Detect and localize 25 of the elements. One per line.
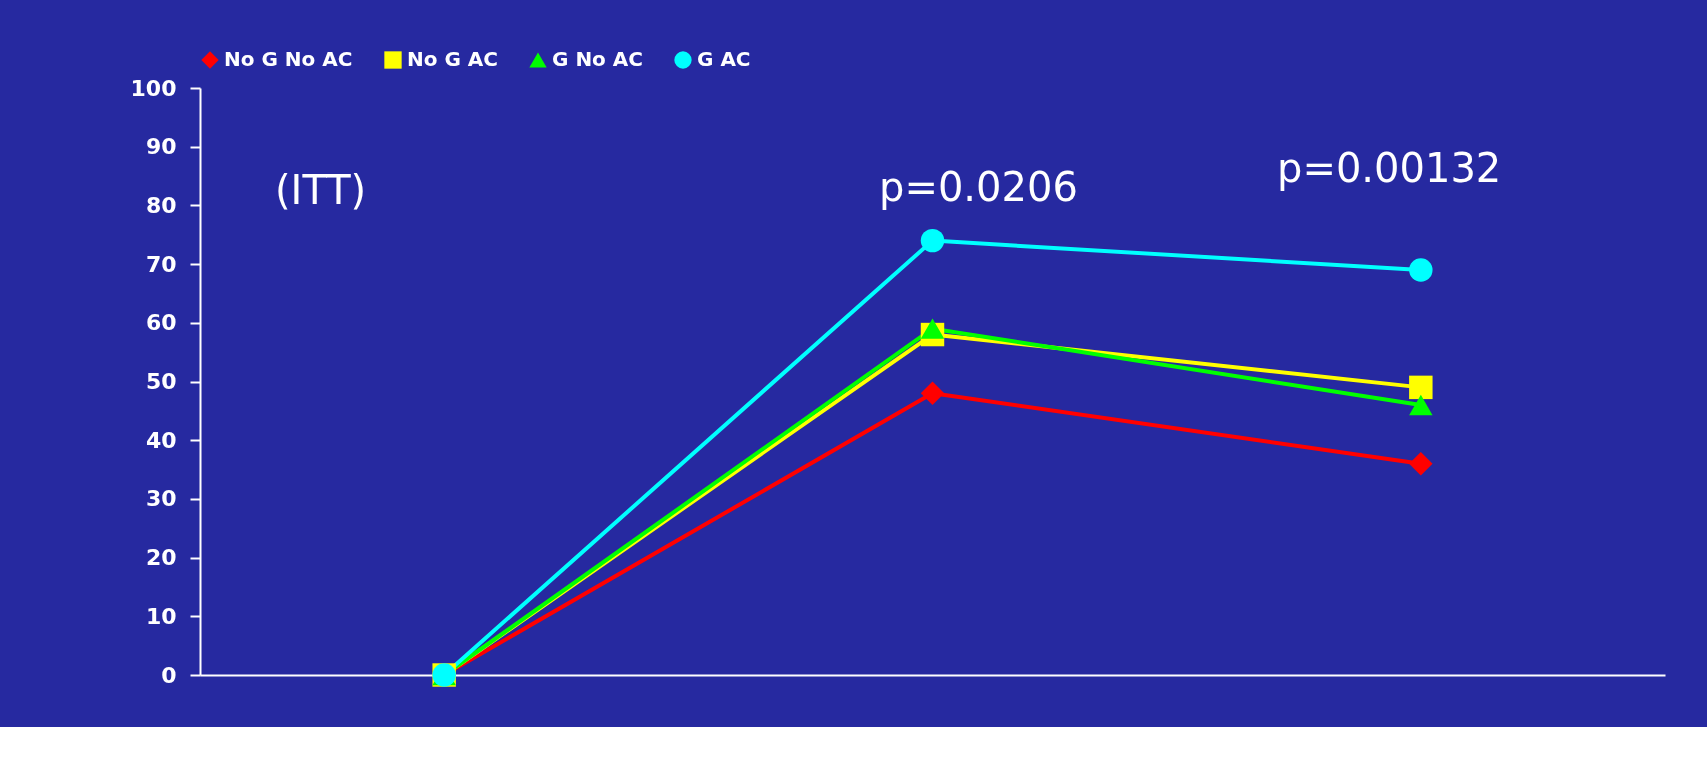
annotation: (ITT) [275, 167, 367, 213]
y-tick-label: 30 [145, 486, 177, 512]
point [920, 381, 945, 405]
point [1409, 258, 1433, 282]
point [1409, 375, 1433, 400]
y-tick-label: 10 [145, 603, 177, 629]
legend-label: G No AC [552, 47, 643, 71]
y-tick-label: 60 [145, 310, 177, 336]
annotation: p=0.0206 [879, 164, 1078, 210]
legend-label: G AC [697, 47, 751, 71]
y-tick-label: 50 [145, 369, 177, 394]
point [1409, 451, 1433, 476]
y-tick-label: 20 [145, 545, 177, 571]
y-tick-label: 80 [145, 192, 177, 218]
y-tick-label: 90 [145, 134, 177, 160]
y-tick-label: 40 [145, 427, 177, 453]
legend-label: No G No AC [224, 47, 353, 71]
y-tick-label: 70 [145, 251, 177, 277]
annotation: p=0.00132 [1277, 145, 1502, 191]
y-tick-label: 0 [161, 662, 177, 688]
point [1409, 394, 1433, 416]
point [920, 228, 945, 253]
y-tick-label: 100 [130, 75, 177, 101]
legend-label: No G AC [407, 47, 498, 71]
point [920, 318, 945, 339]
